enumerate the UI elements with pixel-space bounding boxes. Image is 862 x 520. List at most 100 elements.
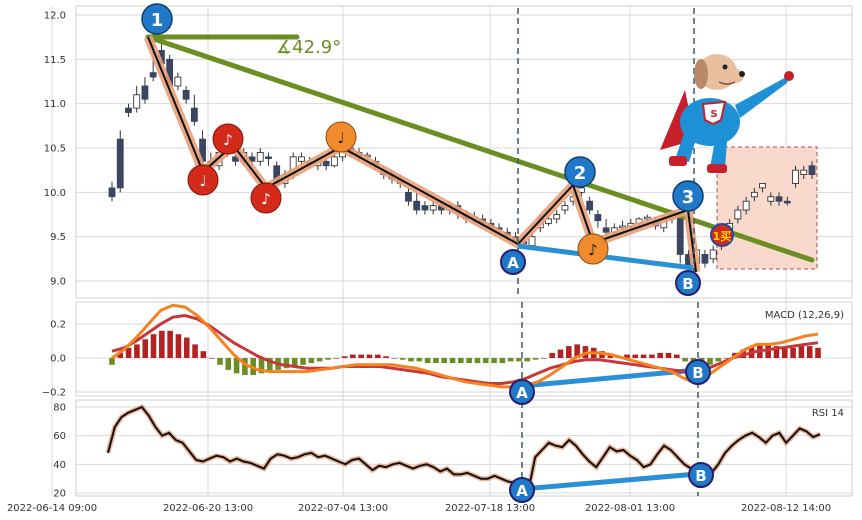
candle-body — [545, 218, 552, 224]
macd-histogram-bar — [175, 334, 182, 358]
candle-body — [298, 156, 305, 162]
price-y-tick: 12.0 — [44, 11, 66, 22]
macd-histogram-bar — [474, 358, 481, 364]
macd-histogram-bar — [566, 346, 572, 358]
macd-histogram-bar — [283, 358, 290, 369]
macd-histogram-bar — [291, 358, 298, 367]
svg-text:B: B — [682, 275, 693, 293]
macd-histogram-bar — [308, 358, 315, 364]
macd-y-tick: −0.2 — [42, 388, 66, 399]
macd-histogram-bar — [408, 358, 414, 362]
candle-body — [594, 214, 602, 222]
macd-histogram-bar — [399, 358, 406, 360]
macd-histogram-bar — [765, 344, 771, 358]
x-tick-label: 2022-08-01 13:00 — [585, 503, 675, 514]
candle-body — [256, 152, 264, 162]
macd-histogram-bar — [233, 358, 240, 374]
macd-histogram-bar — [350, 354, 356, 358]
candle-body — [767, 196, 775, 202]
candle-body — [734, 209, 742, 220]
rsi-panel-label: RSI 14 — [812, 408, 844, 419]
candle-body — [108, 187, 116, 198]
x-tick-label: 2022-06-20 13:00 — [163, 503, 253, 514]
macd-histogram-bar — [267, 358, 273, 372]
svg-text:S: S — [710, 109, 717, 120]
svg-text:B: B — [692, 364, 703, 382]
macd-histogram-bar — [183, 337, 190, 358]
macd-histogram-bar — [325, 358, 331, 360]
macd-histogram-bar — [541, 358, 547, 359]
candle-body — [643, 216, 651, 220]
price-y-tick: 9.0 — [50, 277, 66, 288]
svg-text:♩: ♩ — [337, 129, 344, 147]
macd-histogram-bar — [242, 358, 248, 375]
note-badge-red-2: ♪ — [212, 123, 244, 155]
candle-body — [265, 156, 272, 160]
macd-y-tick: 0.0 — [50, 354, 66, 365]
macd-histogram-bar — [549, 352, 556, 358]
candle-body — [405, 191, 412, 202]
wave-badge-1: 1 — [141, 3, 173, 35]
candle-body — [619, 225, 626, 229]
price-y-tick: 11.0 — [44, 99, 66, 110]
downtrend-line — [145, 34, 815, 263]
macd-histogram-bar — [773, 346, 780, 358]
macd-histogram-bar — [707, 358, 713, 365]
macd-histogram-bar — [532, 358, 539, 360]
macd-histogram-bar — [640, 354, 647, 358]
macd-histogram-bar — [482, 358, 489, 364]
svg-text:A: A — [516, 384, 528, 402]
svg-text:3: 3 — [682, 187, 695, 208]
candle-body — [742, 200, 750, 211]
candle-body — [709, 249, 717, 260]
macd-histogram-bar — [366, 354, 373, 358]
candle-body — [190, 107, 198, 122]
svg-text:♪: ♪ — [223, 131, 233, 149]
svg-text:2: 2 — [574, 163, 587, 184]
macd-histogram-bar — [632, 354, 639, 358]
buy-zone-box — [716, 146, 818, 270]
div-badge-b-price: B — [675, 270, 701, 296]
svg-text:♪: ♪ — [588, 241, 598, 259]
macd-histogram-bar — [391, 358, 398, 359]
x-tick-label: 2022-07-18 13:00 — [445, 503, 535, 514]
rsi-y-tick: 80 — [53, 403, 66, 414]
macd-histogram-bar — [374, 354, 381, 358]
macd-histogram-bar — [333, 358, 340, 359]
macd-line — [111, 303, 819, 389]
macd-histogram-bar — [458, 358, 464, 364]
macd-histogram-bar — [499, 358, 506, 364]
macd-histogram-bar — [424, 358, 431, 364]
rsi-y-tick: 60 — [53, 431, 66, 442]
candle-body — [125, 107, 132, 113]
macd-histogram-bar — [790, 347, 796, 358]
macd-histogram-bar — [134, 344, 140, 358]
candle-body — [676, 214, 684, 255]
svg-text:A: A — [516, 482, 528, 500]
candle-body — [149, 72, 157, 78]
macd-histogram-bar — [466, 358, 472, 364]
macd-histogram-bar — [574, 344, 580, 358]
svg-text:1: 1 — [151, 10, 164, 31]
macd-histogram-bar — [798, 346, 805, 358]
svg-text:♩: ♩ — [199, 172, 206, 190]
macd-histogram-bar — [208, 358, 215, 359]
candle-body — [800, 169, 808, 176]
div-badge-a-price: A — [500, 249, 526, 275]
macd-histogram-bar — [507, 358, 514, 362]
macd-layer — [109, 303, 821, 389]
macd-histogram-bar — [383, 356, 389, 358]
macd-panel-label: MACD (12,26,9) — [765, 310, 844, 321]
svg-text:1买: 1买 — [713, 230, 732, 243]
candle-body — [528, 236, 536, 246]
macd-histogram-bar — [300, 358, 306, 365]
macd-histogram-bar — [806, 346, 813, 358]
svg-text:B: B — [695, 467, 706, 485]
candle-body — [808, 165, 816, 176]
candle-body — [792, 169, 799, 184]
macd-histogram-bar — [682, 358, 688, 362]
macd-histogram-bar — [815, 347, 821, 358]
panel-frames — [75, 5, 853, 497]
candle-body — [561, 205, 569, 211]
